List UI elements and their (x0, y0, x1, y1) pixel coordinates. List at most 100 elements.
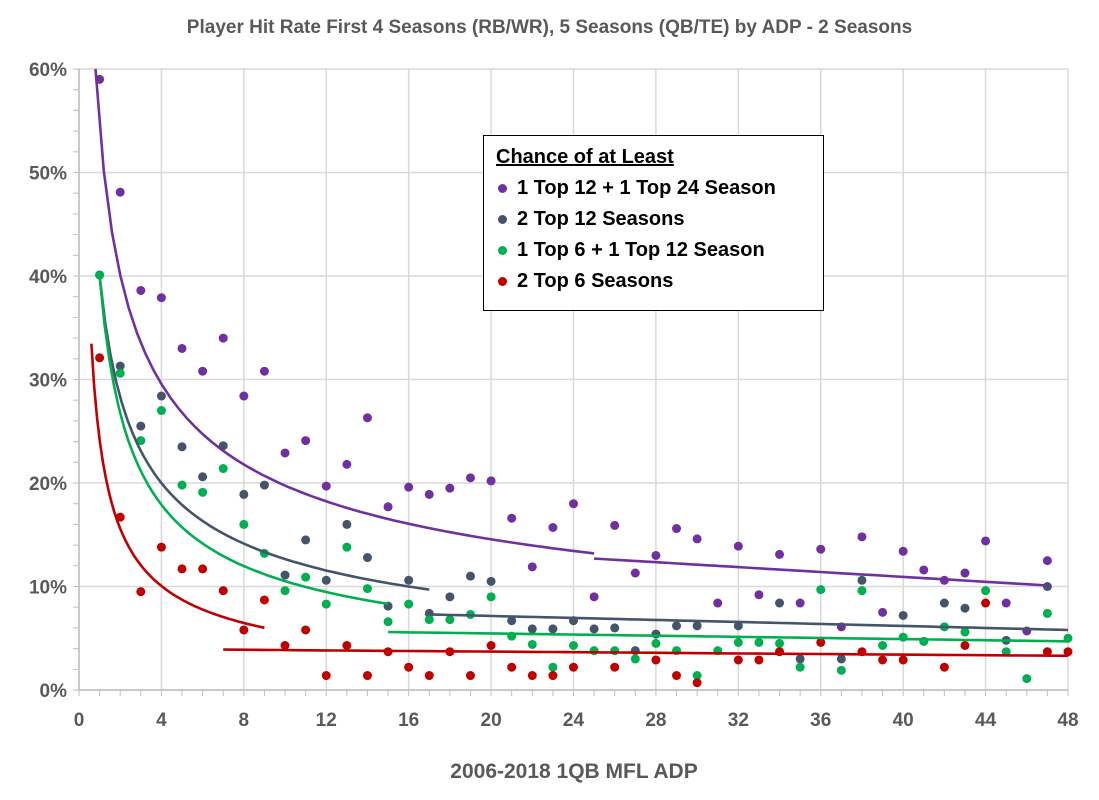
data-point (486, 592, 496, 602)
data-point (342, 519, 352, 529)
data-point (939, 662, 949, 672)
data-point (754, 590, 764, 600)
data-point (156, 293, 166, 303)
data-point (198, 487, 208, 497)
data-point (156, 391, 166, 401)
data-point (424, 615, 434, 625)
y-tick-label: 20% (29, 474, 67, 495)
x-tick-label: 40 (893, 710, 914, 731)
data-point (1042, 608, 1052, 618)
data-point (610, 662, 620, 672)
data-point (301, 436, 311, 446)
data-point (527, 624, 537, 634)
data-point (713, 598, 723, 608)
x-tick-label: 24 (563, 710, 585, 731)
data-point (692, 621, 702, 631)
data-point (672, 524, 682, 534)
data-point (301, 535, 311, 545)
legend: Chance of at Least 1 Top 12 + 1 Top 24 S… (483, 135, 824, 311)
data-point (280, 586, 290, 596)
data-point (733, 637, 743, 647)
data-point (857, 532, 867, 542)
trendline (90, 343, 265, 630)
trendline (223, 648, 1069, 658)
data-point (527, 671, 537, 681)
data-point (836, 665, 846, 675)
data-point (733, 655, 743, 665)
data-point (156, 406, 166, 416)
data-point (919, 565, 929, 575)
data-point (321, 481, 331, 491)
data-point (651, 629, 661, 639)
data-point (445, 483, 455, 493)
trendline (98, 275, 389, 606)
legend-label: 2 Top 12 Seasons (517, 208, 685, 230)
data-point (404, 599, 414, 609)
data-point (424, 489, 434, 499)
data-point (136, 436, 146, 446)
data-point (795, 654, 805, 664)
data-point (465, 473, 475, 483)
data-point (569, 499, 578, 509)
x-tick-label: 44 (975, 710, 997, 731)
data-point (527, 639, 537, 649)
data-point (775, 549, 785, 559)
data-point (507, 513, 517, 523)
x-tick-label: 48 (1057, 710, 1078, 731)
legend-label: 2 Top 6 Seasons (517, 270, 674, 292)
data-point (548, 624, 558, 634)
data-point (589, 592, 599, 602)
x-tick-label: 32 (728, 710, 749, 731)
data-point (218, 586, 228, 596)
data-point (610, 520, 620, 530)
data-point (672, 621, 682, 631)
data-point (486, 640, 496, 650)
data-point (692, 534, 702, 544)
data-point (115, 361, 125, 371)
data-point (424, 671, 434, 681)
x-tick-label: 8 (239, 710, 250, 731)
data-point (898, 546, 908, 556)
data-point (569, 640, 578, 650)
data-point (218, 464, 228, 474)
data-point (1063, 647, 1073, 657)
data-point (527, 562, 537, 572)
y-tick-label: 0% (40, 681, 68, 702)
data-point (775, 598, 785, 608)
data-point (857, 586, 867, 596)
data-point (486, 476, 496, 486)
data-point (630, 654, 640, 664)
data-point (816, 544, 826, 554)
data-point (177, 480, 187, 490)
data-point (507, 616, 517, 626)
data-point (404, 482, 414, 492)
data-point (672, 671, 682, 681)
data-point (259, 480, 269, 490)
data-point (981, 598, 991, 608)
x-tick-label: 12 (316, 710, 337, 731)
data-point (981, 536, 991, 546)
data-point (239, 519, 249, 529)
data-point (465, 571, 475, 581)
data-point (198, 366, 208, 376)
data-point (610, 646, 620, 656)
data-point (198, 564, 208, 574)
data-point (630, 568, 640, 578)
data-point (651, 550, 661, 560)
data-point (136, 421, 146, 431)
legend-marker (498, 215, 507, 224)
legend-item: 2 Top 12 Seasons (496, 204, 823, 235)
data-point (445, 592, 455, 602)
data-point (445, 615, 455, 625)
data-point (177, 564, 187, 574)
data-point (754, 655, 764, 665)
data-point (321, 599, 331, 609)
data-point (280, 570, 290, 580)
chart-title: Player Hit Rate First 4 Seasons (RB/WR),… (186, 17, 913, 38)
data-point (321, 575, 331, 585)
trendline (388, 630, 1069, 643)
data-point (95, 353, 105, 363)
x-axis-label: 2006-2018 1QB MFL ADP (450, 760, 698, 783)
x-tick-label: 4 (156, 710, 167, 731)
